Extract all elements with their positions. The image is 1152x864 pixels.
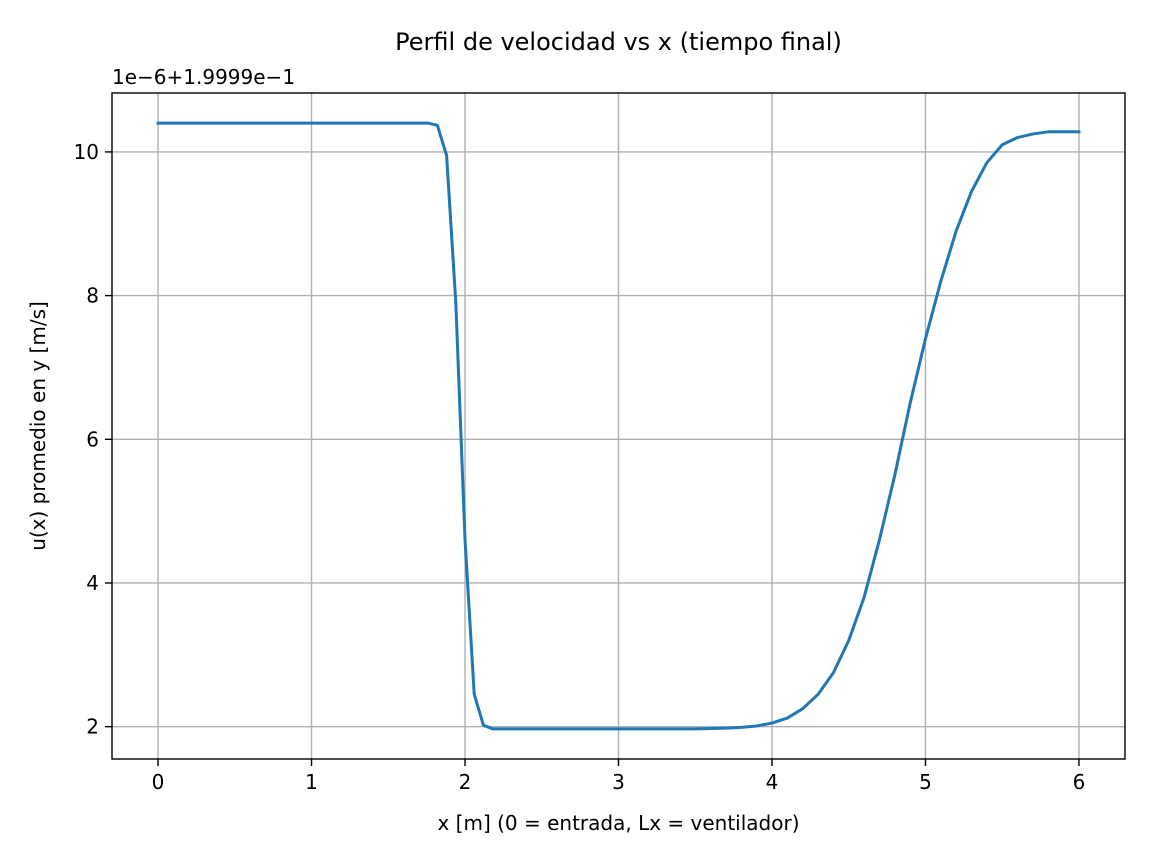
x-axis-label: x [m] (0 = entrada, Lx = ventilador)	[437, 811, 799, 835]
x-tick-label: 2	[459, 770, 472, 794]
y-tick-label: 6	[86, 427, 99, 451]
series-layer	[156, 121, 1081, 731]
chart-title: Perfil de velocidad vs x (tiempo final)	[395, 28, 842, 56]
y-tick-label: 8	[86, 284, 99, 308]
series-line	[156, 121, 1081, 731]
y-tick-label: 10	[74, 140, 99, 164]
ticks: 0 1 2 3 4 5 6 2 4 6 8 10	[74, 140, 1086, 794]
y-axis-offset-text: 1e−6+1.9999e−1	[112, 65, 295, 89]
y-axis-label: u(x) promedio en y [m/s]	[26, 301, 50, 551]
grid	[112, 93, 1125, 759]
x-tick-label: 6	[1073, 770, 1086, 794]
x-tick-label: 3	[612, 770, 625, 794]
x-tick-label: 5	[919, 770, 932, 794]
x-tick-label: 4	[766, 770, 779, 794]
x-tick-label: 1	[305, 770, 318, 794]
x-tick-label: 0	[152, 770, 165, 794]
y-tick-label: 2	[86, 715, 99, 739]
y-tick-label: 4	[86, 571, 99, 595]
